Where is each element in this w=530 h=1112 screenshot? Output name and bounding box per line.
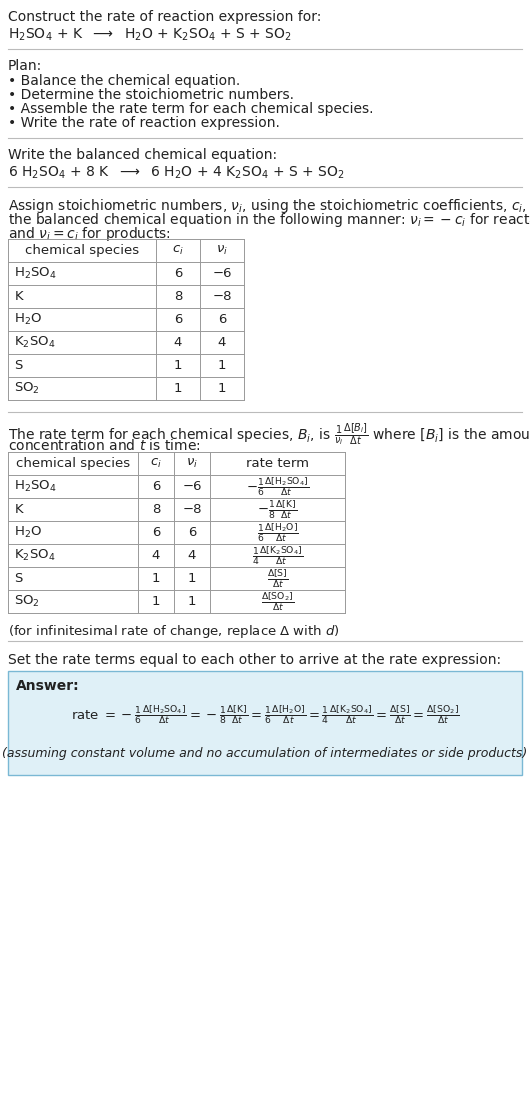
Text: $-\frac{1}{8}\frac{\Delta[\mathregular{K}]}{\Delta t}$: $-\frac{1}{8}\frac{\Delta[\mathregular{K… [258,498,298,520]
Text: Write the balanced chemical equation:: Write the balanced chemical equation: [8,148,277,162]
Text: 4: 4 [174,336,182,349]
Text: and $\nu_i = c_i$ for products:: and $\nu_i = c_i$ for products: [8,225,171,244]
Text: 1: 1 [188,595,196,608]
Text: • Write the rate of reaction expression.: • Write the rate of reaction expression. [8,116,280,130]
Text: 4: 4 [152,549,160,562]
Text: $c_i$: $c_i$ [150,457,162,470]
Text: $\mathregular{S}$: $\mathregular{S}$ [14,359,24,373]
Text: chemical species: chemical species [16,457,130,470]
Text: 1: 1 [152,572,160,585]
Text: $\mathregular{S}$: $\mathregular{S}$ [14,572,24,585]
Text: 6: 6 [152,480,160,493]
Bar [8,239,244,400]
Text: the balanced chemical equation in the following manner: $\nu_i = -c_i$ for react: the balanced chemical equation in the fo… [8,211,530,229]
Text: $\mathregular{SO_2}$: $\mathregular{SO_2}$ [14,594,40,609]
Text: 6: 6 [218,312,226,326]
Text: $\frac{\Delta[\mathregular{S}]}{\Delta t}$: $\frac{\Delta[\mathregular{S}]}{\Delta t… [267,567,288,589]
Text: Construct the rate of reaction expression for:: Construct the rate of reaction expressio… [8,10,321,24]
Text: • Determine the stoichiometric numbers.: • Determine the stoichiometric numbers. [8,88,294,102]
Text: Plan:: Plan: [8,59,42,73]
Text: 6: 6 [188,526,196,539]
Text: (assuming constant volume and no accumulation of intermediates or side products): (assuming constant volume and no accumul… [2,746,528,759]
Text: chemical species: chemical species [25,244,139,257]
Text: • Balance the chemical equation.: • Balance the chemical equation. [8,75,240,88]
FancyBboxPatch shape [8,671,522,775]
Text: Set the rate terms equal to each other to arrive at the rate expression:: Set the rate terms equal to each other t… [8,653,501,667]
Text: $\mathregular{K}$: $\mathregular{K}$ [14,503,25,516]
Text: 6: 6 [174,312,182,326]
Text: 1: 1 [174,359,182,373]
Bar [8,451,345,613]
Text: 4: 4 [218,336,226,349]
Text: 8: 8 [174,290,182,302]
Text: The rate term for each chemical species, $B_i$, is $\frac{1}{\nu_i}\frac{\Delta[: The rate term for each chemical species,… [8,421,530,448]
Text: $\frac{\Delta[\mathregular{SO_2}]}{\Delta t}$: $\frac{\Delta[\mathregular{SO_2}]}{\Delt… [261,590,294,613]
Text: $\frac{1}{6}\frac{\Delta[\mathregular{H_2O}]}{\Delta t}$: $\frac{1}{6}\frac{\Delta[\mathregular{H_… [257,522,298,544]
Text: −8: −8 [212,290,232,302]
Text: 1: 1 [174,383,182,395]
Text: $\mathregular{K_2SO_4}$: $\mathregular{K_2SO_4}$ [14,335,55,350]
Text: Answer:: Answer: [16,679,80,693]
Text: $\mathregular{H_2O}$: $\mathregular{H_2O}$ [14,312,42,327]
Text: 1: 1 [218,359,226,373]
Text: 6: 6 [152,526,160,539]
Text: 4: 4 [188,549,196,562]
Text: $\frac{1}{4}\frac{\Delta[\mathregular{K_2SO_4}]}{\Delta t}$: $\frac{1}{4}\frac{\Delta[\mathregular{K_… [252,544,303,567]
Text: $c_i$: $c_i$ [172,244,184,257]
Text: Assign stoichiometric numbers, $\nu_i$, using the stoichiometric coefficients, $: Assign stoichiometric numbers, $\nu_i$, … [8,197,530,215]
Text: $\nu_i$: $\nu_i$ [186,457,198,470]
Text: 8: 8 [152,503,160,516]
Text: $\nu_i$: $\nu_i$ [216,244,228,257]
Text: $\mathregular{H_2SO_4}$ + K  $\longrightarrow$  $\mathregular{H_2O}$ + $\mathreg: $\mathregular{H_2SO_4}$ + K $\longrighta… [8,27,292,43]
Text: −8: −8 [182,503,202,516]
Text: 6: 6 [174,267,182,280]
Text: 1: 1 [188,572,196,585]
Text: −6: −6 [182,480,202,493]
Text: concentration and $t$ is time:: concentration and $t$ is time: [8,438,201,453]
Text: rate $= -\frac{1}{6}\frac{\Delta[\mathregular{H_2SO_4}]}{\Delta t} = -\frac{1}{8: rate $= -\frac{1}{6}\frac{\Delta[\mathre… [70,704,460,726]
Text: $\mathregular{SO_2}$: $\mathregular{SO_2}$ [14,381,40,396]
Text: $\mathregular{K}$: $\mathregular{K}$ [14,290,25,302]
Text: (for infinitesimal rate of change, replace $\Delta$ with $d$): (for infinitesimal rate of change, repla… [8,623,340,641]
Text: rate term: rate term [246,457,309,470]
Text: 1: 1 [152,595,160,608]
Text: $-\frac{1}{6}\frac{\Delta[\mathregular{H_2SO_4}]}{\Delta t}$: $-\frac{1}{6}\frac{\Delta[\mathregular{H… [246,475,309,498]
Text: • Assemble the rate term for each chemical species.: • Assemble the rate term for each chemic… [8,102,374,116]
Text: $\mathregular{K_2SO_4}$: $\mathregular{K_2SO_4}$ [14,548,55,563]
Text: 6 $\mathregular{H_2SO_4}$ + 8 K  $\longrightarrow$  6 $\mathregular{H_2O}$ + 4 $: 6 $\mathregular{H_2SO_4}$ + 8 K $\longri… [8,165,344,181]
Text: $\mathregular{H_2O}$: $\mathregular{H_2O}$ [14,525,42,540]
Text: $\mathregular{H_2SO_4}$: $\mathregular{H_2SO_4}$ [14,479,57,494]
Text: 1: 1 [218,383,226,395]
Text: −6: −6 [212,267,232,280]
Text: $\mathregular{H_2SO_4}$: $\mathregular{H_2SO_4}$ [14,266,57,281]
